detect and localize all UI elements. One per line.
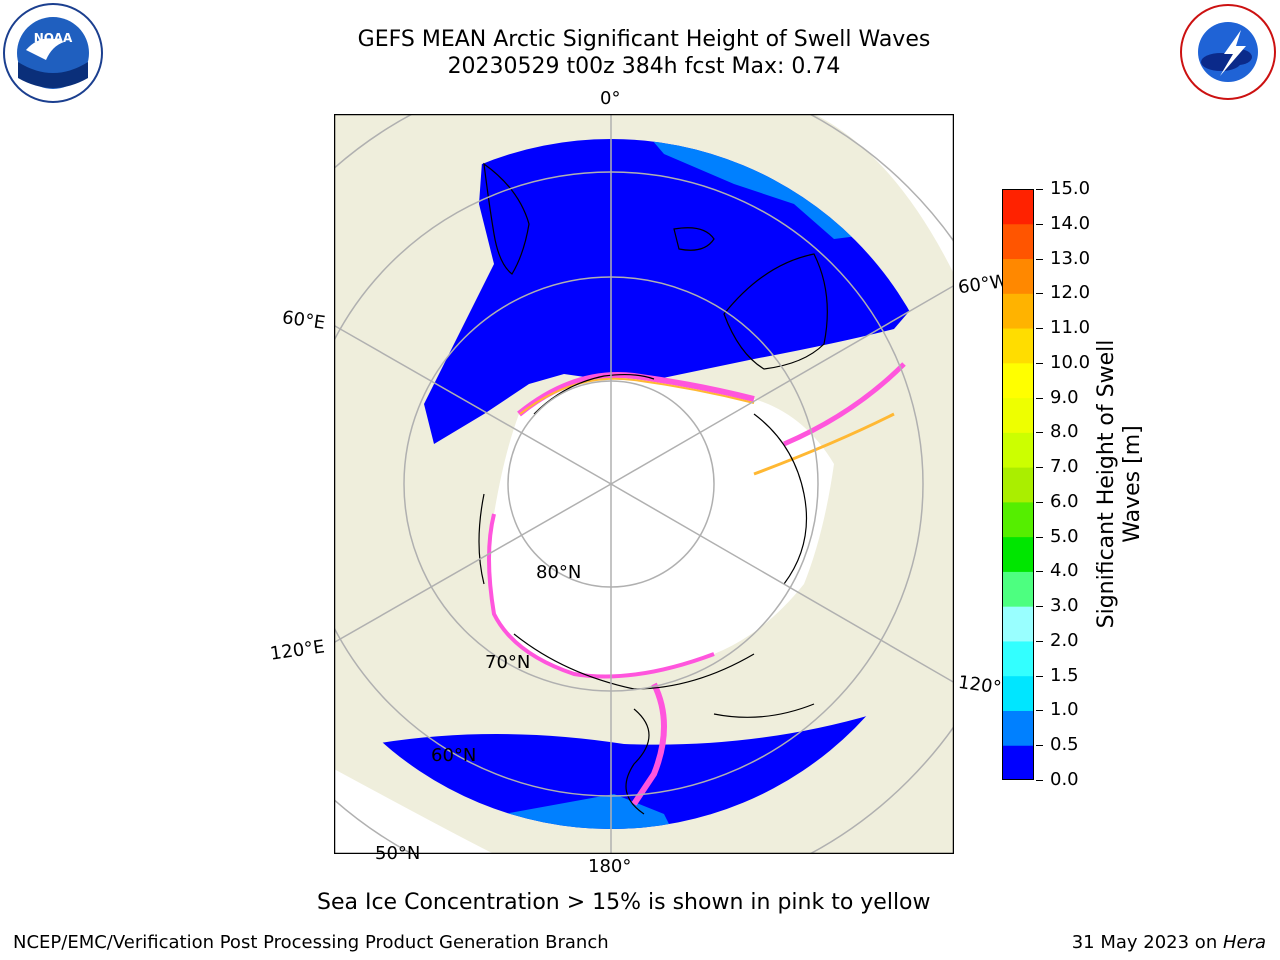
colorbar-ticks: 15.0 14.0 13.0 12.0 11.0 10.0 9.0 8.0 7.0 6.0 5.0 4… [1036,178,1106,790]
colorbar-label: Significant Height of Swell Waves [m] [1094,339,1145,629]
colorbar-bin [1002,606,1034,642]
colorbar-bin [1002,501,1034,538]
colorbar-tick-label: 4.0 [1050,560,1079,582]
outside-domain-sw [334,769,494,854]
colorbar-tick-mark [1036,536,1043,538]
svg-text:NOAA: NOAA [34,31,73,45]
colorbar-bin [1002,362,1034,399]
colorbar-bin [1002,328,1034,364]
colorbar-tick-label: 11.0 [1050,317,1091,339]
colorbar-bin [1002,397,1034,433]
colorbar-tick-label: 9.0 [1050,386,1079,408]
colorbar-border [1002,189,1034,780]
colorbar-bin [1002,675,1034,711]
colorbar-tick-label: 0.5 [1050,734,1079,756]
colorbar-tick-label: 12.0 [1050,282,1091,304]
bering-ice-edge [631,682,667,806]
parallel-label-50n: 50°N [375,843,421,864]
noaa-logo: NOAA [2,2,104,104]
colorbar-bin [1002,432,1034,468]
footer-date: 31 May 2023 on Hera [1072,932,1266,953]
meridian-label-0: 0° [600,88,621,109]
colorbar-tick-label: 8.0 [1050,421,1079,443]
colorbar-tick-mark [1036,362,1043,364]
colorbar [1002,189,1034,781]
polar-map [333,113,955,855]
arctic-ice-interior [489,375,834,677]
colorbar-tick-label: 1.5 [1050,664,1079,686]
colorbar-tick-label: 5.0 [1050,525,1079,547]
colorbar-bin [1002,467,1034,503]
map-frame [333,113,955,855]
colorbar-tick-label: 15.0 [1050,178,1091,199]
colorbar-tick-mark [1036,780,1043,781]
chart-title: GEFS MEAN Arctic Significant Height of S… [357,27,931,52]
colorbar-tick-mark [1036,189,1043,190]
parallel-label-60n: 60°N [431,745,477,766]
colorbar-tick-mark [1036,258,1043,260]
graticule [334,114,954,854]
meridian-label-120e: 120°E [268,636,326,665]
colorbar-bin [1002,536,1034,572]
colorbar-tick-label: 1.0 [1050,699,1079,721]
colorbar-tick-mark [1036,293,1043,295]
ice-edge-pacific [487,513,715,679]
chart-subtitle: 20230529 t00z 384h fcst Max: 0.74 [447,54,841,79]
colorbar-tick-mark [1036,397,1043,399]
colorbar-bin [1002,258,1034,294]
outside-domain-ne [814,114,954,274]
colorbar-tick-label: 14.0 [1050,212,1091,234]
meridian-label-60e: 60°E [280,307,327,334]
colorbar-tick-label: 2.0 [1050,629,1079,651]
footer-host: Hera [1222,932,1266,953]
colorbar-tick-mark [1036,432,1043,434]
pacific-swell-moderate [504,794,684,829]
colorbar-bin [1002,571,1034,607]
footer-date-text: 31 May 2023 on [1071,932,1223,953]
colorbar-tick-label: 13.0 [1050,247,1091,269]
colorbar-bin [1002,223,1034,260]
colorbar-bin [1002,640,1034,677]
colorbar-tick-mark [1036,501,1043,503]
colorbar-tick-mark [1036,571,1043,573]
colorbar-tick-label: 7.0 [1050,456,1079,478]
colorbar-tick-label: 0.0 [1050,769,1079,790]
colorbar-tick-mark [1036,223,1043,225]
colorbar-bin [1002,745,1034,781]
colorbar-tick-mark [1036,467,1043,469]
nws-logo [1178,2,1278,102]
colorbar-tick-mark [1036,606,1043,608]
parallel-label-70n: 70°N [485,652,531,673]
parallel-label-80n: 80°N [536,562,582,583]
colorbar-tick-label: 3.0 [1050,595,1079,617]
colorbar-bin [1002,189,1034,225]
colorbar-tick-label: 6.0 [1050,490,1079,512]
colorbar-tick-mark [1036,745,1043,747]
colorbar-tick-mark [1036,640,1043,642]
ice-edge-atlantic [517,372,755,417]
colorbar-bin [1002,293,1034,329]
meridian-label-180: 180° [588,856,632,877]
ice-note: Sea Ice Concentration > 15% is shown in … [317,890,931,915]
colorbar-bin [1002,710,1034,746]
colorbar-tick-label: 10.0 [1050,351,1091,373]
colorbar-tick-mark [1036,675,1043,677]
colorbar-tick-mark [1036,328,1043,330]
footer-credit: NCEP/EMC/Verification Post Processing Pr… [13,932,609,953]
colorbar-tick-mark [1036,710,1043,712]
